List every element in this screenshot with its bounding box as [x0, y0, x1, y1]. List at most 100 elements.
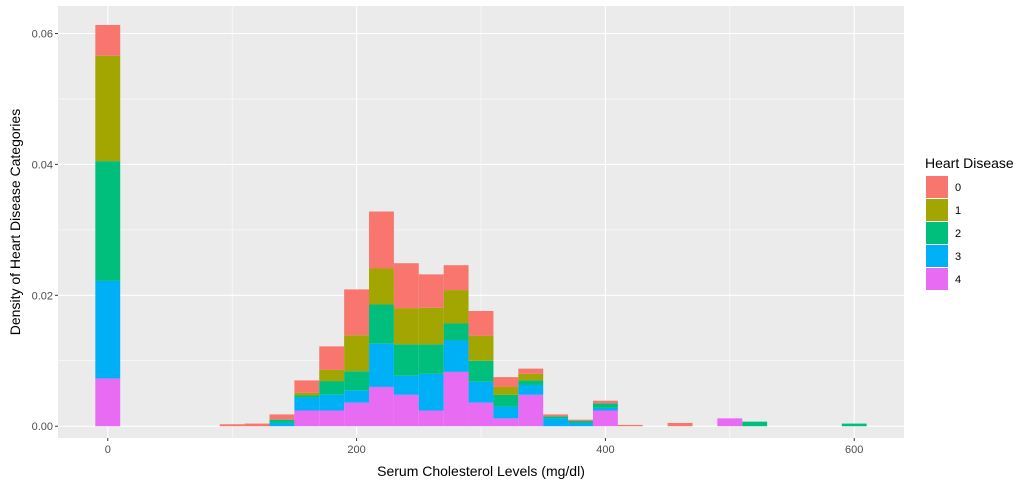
x-tick-label: 400: [596, 444, 614, 456]
bar-segment-0: [493, 377, 519, 387]
legend-label-4: 4: [955, 274, 961, 286]
bar-segment-2: [568, 420, 593, 423]
legend-swatch-3: [926, 245, 948, 267]
bar-segment-4: [592, 410, 618, 427]
bar-segment-4: [443, 371, 469, 427]
bar-segment-2: [418, 344, 444, 374]
bar-segment-4: [493, 418, 519, 427]
bar-segment-2: [742, 421, 768, 427]
bar-segment-0: [369, 211, 394, 269]
y-tick-label: 0.00: [32, 421, 53, 433]
y-axis-title: Density of Heart Disease Categories: [7, 109, 23, 335]
bar-segment-1: [319, 369, 345, 382]
bar-segment-0: [592, 400, 618, 404]
bar-segment-2: [518, 380, 544, 385]
bar-segment-0: [95, 24, 121, 56]
bar-segment-3: [543, 418, 569, 427]
bar-segment-1: [468, 335, 494, 361]
bar-segment-3: [568, 422, 593, 427]
bar-segment-3: [468, 381, 494, 403]
bar-segment-0: [319, 346, 345, 370]
bar-segment-4: [319, 410, 345, 427]
legend: Heart Disease 0 1 2 3 4: [925, 155, 1014, 290]
legend-label-0: 0: [955, 182, 961, 194]
bar-segment-0: [344, 289, 370, 336]
bar-segment-0: [269, 414, 295, 420]
y-tick-label: 0.06: [32, 28, 53, 40]
bar-segment-1: [344, 335, 370, 372]
bar-segment-1: [518, 373, 544, 381]
bar-segment-0: [518, 368, 544, 374]
histogram-bars: [95, 24, 867, 427]
bar-segment-4: [518, 394, 544, 427]
bar-segment-3: [518, 384, 544, 395]
bar-segment-4: [393, 394, 419, 427]
y-axis: 0.00 0.02 0.04 0.06: [32, 28, 58, 433]
bar-segment-4: [95, 378, 121, 427]
y-tick-label: 0.04: [32, 159, 53, 171]
bar-segment-1: [443, 290, 469, 324]
bar-segment-2: [95, 161, 121, 281]
legend-label-1: 1: [955, 205, 961, 217]
bar-segment-2: [468, 360, 494, 382]
bar-segment-3: [269, 422, 295, 427]
y-tick-label: 0.02: [32, 290, 53, 302]
bar-segment-3: [344, 390, 370, 403]
bar-segment-3: [592, 407, 618, 411]
bar-segment-3: [493, 406, 519, 419]
bar-segment-2: [369, 304, 394, 344]
bar-segment-0: [543, 414, 569, 417]
bar-segment-4: [418, 410, 444, 427]
legend-label-3: 3: [955, 251, 961, 263]
bar-segment-4: [294, 410, 320, 427]
bar-segment-3: [369, 343, 394, 387]
bar-segment-4: [468, 402, 494, 427]
bar-segment-3: [418, 373, 444, 411]
x-tick-label: 200: [347, 444, 365, 456]
bar-segment-0: [244, 423, 270, 427]
legend-label-2: 2: [955, 228, 961, 240]
bar-segment-3: [95, 280, 121, 379]
bar-segment-1: [493, 386, 519, 395]
bar-segment-2: [294, 395, 320, 398]
legend-title: Heart Disease: [925, 155, 1014, 171]
bar-segment-2: [344, 371, 370, 391]
legend-swatch-0: [926, 176, 948, 198]
bar-segment-2: [319, 381, 345, 395]
bar-segment-0: [219, 424, 245, 427]
bar-segment-1: [393, 308, 419, 345]
bar-segment-0: [667, 422, 693, 427]
bar-segment-0: [294, 380, 320, 393]
bar-segment-1: [418, 307, 444, 345]
bar-segment-2: [443, 323, 469, 341]
bar-segment-1: [95, 55, 121, 162]
bar-segment-3: [319, 394, 345, 411]
bar-segment-0: [568, 419, 593, 421]
bar-segment-0: [443, 265, 469, 291]
bar-segment-0: [468, 311, 494, 336]
bar-segment-3: [393, 375, 419, 395]
bar-segment-1: [294, 392, 320, 396]
bar-segment-2: [269, 419, 295, 423]
bar-segment-2: [493, 394, 519, 407]
x-tick-label: 600: [845, 444, 863, 456]
bar-segment-2: [841, 423, 867, 427]
bar-segment-0: [393, 263, 419, 309]
bar-segment-1: [369, 268, 394, 305]
x-axis: 0 200 400 600: [105, 438, 863, 456]
x-axis-title: Serum Cholesterol Levels (mg/dl): [377, 463, 585, 479]
bar-segment-2: [592, 403, 618, 408]
bar-segment-0: [418, 274, 444, 308]
bar-segment-2: [393, 344, 419, 376]
bar-segment-4: [344, 402, 370, 427]
legend-swatch-1: [926, 199, 948, 221]
bar-segment-4: [369, 386, 394, 427]
bar-segment-2: [543, 416, 569, 419]
bar-segment-4: [717, 418, 743, 427]
bar-segment-0: [617, 424, 643, 427]
bar-segment-3: [443, 340, 469, 372]
bar-segment-3: [294, 397, 320, 411]
legend-swatch-4: [926, 268, 948, 290]
x-tick-label: 0: [105, 444, 111, 456]
